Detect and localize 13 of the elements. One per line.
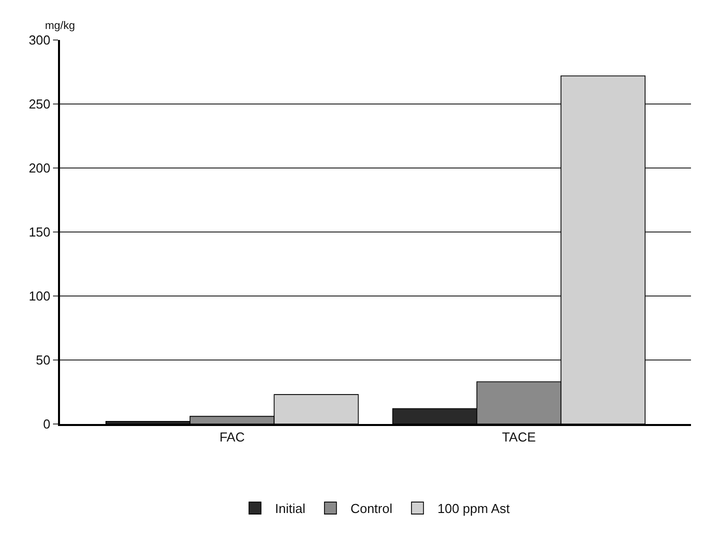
legend-label: Initial [275,501,306,516]
x-tick-label: FAC [219,430,245,445]
legend-label: Control [350,501,392,516]
y-tick-label: 100 [28,288,50,304]
y-tick-label: 200 [28,160,50,176]
y-tick-label: 0 [43,416,50,432]
x-tick-label: TACE [502,430,536,445]
y-axis-title: mg/kg [45,20,75,32]
legend-label: 100 ppm Ast [437,501,510,516]
y-tick-label: 300 [28,32,50,48]
y-tick-label: 150 [28,224,50,240]
y-tick-label: 50 [36,352,50,368]
y-tick-label: 250 [28,96,50,112]
